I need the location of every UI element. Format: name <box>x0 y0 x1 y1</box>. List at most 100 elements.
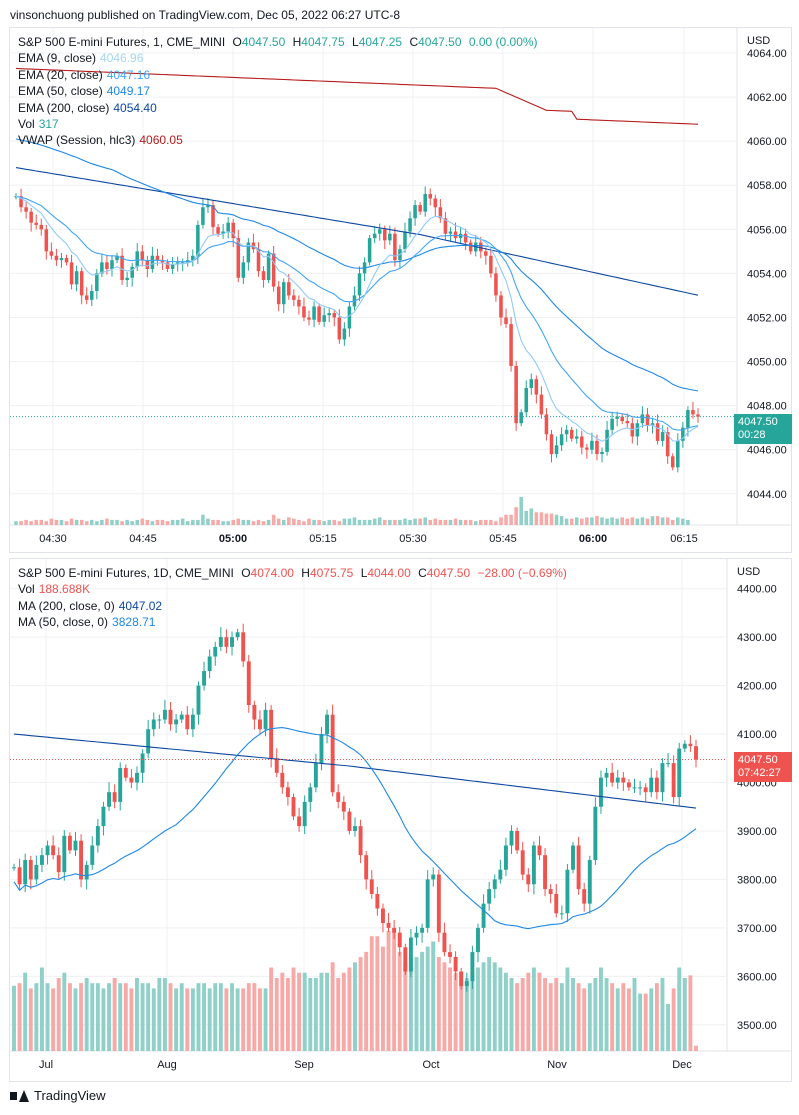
candle-body <box>145 260 150 269</box>
intraday-change-value: 0.00 (0.00%) <box>468 35 538 49</box>
volume-bar <box>51 988 56 1051</box>
candle-body <box>564 429 569 435</box>
candle-body <box>135 772 139 783</box>
volume-bar <box>453 518 458 525</box>
candle-body <box>492 879 497 890</box>
volume-bar <box>67 983 72 1051</box>
volume-bar <box>39 967 44 1051</box>
indicator-ema50[interactable]: EMA (50, close) 4049.17 <box>18 83 538 99</box>
candle-body <box>509 830 514 846</box>
candle-body <box>95 826 100 846</box>
volume-bar <box>625 518 630 525</box>
candle-body <box>24 207 28 212</box>
candle-body <box>453 956 458 972</box>
candle-body <box>170 264 175 269</box>
volume-bar <box>185 988 190 1051</box>
volume-bar <box>377 517 382 525</box>
volume-bar <box>428 519 433 525</box>
volume-bar <box>24 519 28 525</box>
volume-bar <box>123 983 128 1051</box>
volume-bar <box>524 511 529 525</box>
candle-body <box>539 394 544 415</box>
volume-bar <box>433 518 438 525</box>
volume-bar <box>241 519 246 525</box>
tradingview-footer[interactable]: TradingView <box>10 1088 106 1103</box>
candle-body <box>39 224 44 230</box>
indicator-ema9[interactable]: EMA (9, close) 4046.96 <box>18 50 538 66</box>
ema20-line <box>15 195 699 431</box>
volume-bar <box>263 988 268 1051</box>
volume-bar <box>29 521 33 525</box>
x-tick-label: 06:15 <box>670 533 698 545</box>
volume-bar <box>56 977 61 1051</box>
volume-bar <box>554 977 559 1051</box>
candle-body <box>69 262 74 285</box>
candle-body <box>665 432 670 457</box>
candle-body <box>274 758 279 773</box>
daily-chart-panel[interactable]: 4400.00 4300.00 4200.00 4100.00 4000.00 3900.… <box>9 558 792 1082</box>
volume-bar <box>487 957 492 1051</box>
intraday-open-value: 4047.50 <box>241 35 286 49</box>
volume-bar <box>185 521 190 525</box>
volume-bar <box>179 983 184 1051</box>
daily-chart-canvas[interactable]: 4400.004300.004200.004100.004000.003900.… <box>10 559 791 1081</box>
volume-bar <box>258 988 262 1051</box>
candle-body <box>101 806 106 827</box>
candle-body <box>44 229 49 252</box>
indicator-vwap[interactable]: VWAP (Session, hlc3) 4060.05 <box>18 132 538 148</box>
candle-body <box>549 434 554 455</box>
volume-bar <box>393 519 397 525</box>
intraday-chart-panel[interactable]: 4064.00 4062.00 4060.00 4058.00 4056.00 4054.… <box>9 27 792 553</box>
candle-body <box>515 830 520 851</box>
currency-label: USD <box>747 35 770 47</box>
indicator-volume[interactable]: Vol 317 <box>18 116 538 132</box>
candle-body <box>162 709 167 720</box>
ema50-line <box>15 138 699 392</box>
volume-bar <box>84 977 89 1051</box>
candle-body <box>196 224 200 256</box>
candle-body <box>526 874 531 885</box>
volume-bar <box>336 977 341 1051</box>
candle-body <box>464 981 469 987</box>
indicator-daily-volume[interactable]: Vol 188.688K <box>18 581 567 597</box>
candle-body <box>51 845 56 856</box>
indicator-ma200[interactable]: MA (200, close, 0) 4047.02 <box>18 598 567 614</box>
candle-body <box>364 855 369 880</box>
indicator-ema20[interactable]: EMA (20, close) 4047.16 <box>18 67 538 83</box>
candle-body <box>59 257 64 261</box>
x-tick-label: Dec <box>672 1059 692 1071</box>
candle-body <box>696 414 700 417</box>
candle-body <box>105 262 109 269</box>
volume-bar <box>23 972 28 1051</box>
candle-body <box>487 889 492 904</box>
volume-bar <box>655 516 660 525</box>
indicator-ma50[interactable]: MA (50, close, 0) 3828.71 <box>18 614 567 630</box>
intraday-chart-canvas[interactable]: 4064.00 4062.00 4060.00 4058.00 4056.00 4054.… <box>10 28 791 552</box>
volume-bar <box>645 518 650 525</box>
volume-bar <box>292 518 296 525</box>
volume-bar <box>327 519 331 525</box>
candle-body <box>383 229 387 241</box>
volume-bar <box>640 517 645 525</box>
candle-body <box>372 233 377 239</box>
intraday-last-price: 4047.50 <box>738 416 778 428</box>
indicator-ema200[interactable]: EMA (200, close) 4054.40 <box>18 100 538 116</box>
volume-bar <box>261 521 266 525</box>
volume-bar <box>492 962 497 1051</box>
volume-bar <box>403 962 408 1051</box>
volume-bar <box>54 519 59 525</box>
candle-body <box>17 867 22 885</box>
candle-body <box>448 952 452 957</box>
volume-bar <box>115 519 119 525</box>
x-tick-label: 05:30 <box>399 533 427 545</box>
y-tick-label: 4056.00 <box>747 224 787 236</box>
volume-bar <box>514 507 518 525</box>
vwap-line <box>15 67 699 125</box>
candle-body <box>150 255 155 269</box>
volume-bar <box>526 972 531 1051</box>
volume-bar <box>677 967 682 1051</box>
indicator-name: MA (200, close, 0) <box>18 598 115 613</box>
volume-bar <box>375 936 380 1051</box>
volume-bar <box>569 518 574 525</box>
volume-bar <box>274 977 279 1051</box>
